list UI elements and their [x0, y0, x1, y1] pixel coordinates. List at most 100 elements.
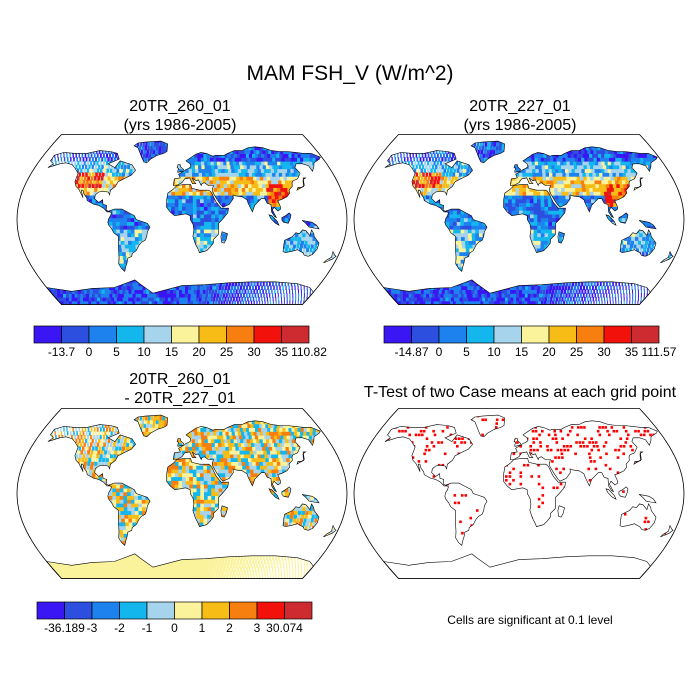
field-cell [257, 145, 263, 151]
field-cell [221, 296, 224, 302]
field-cell [236, 179, 242, 185]
field-cell [301, 236, 306, 241]
field-cell [190, 296, 194, 302]
field-cell [202, 289, 206, 294]
field-cell [104, 187, 109, 192]
field-cell [157, 141, 160, 143]
field-cell [264, 194, 269, 200]
field-cell [146, 289, 151, 294]
field-cell [115, 285, 121, 290]
field-cell [170, 293, 175, 298]
field-cell [96, 168, 100, 173]
field-cell [86, 160, 89, 166]
field-cell [309, 228, 314, 234]
panel-title-case1-line2: (yrs 1986-2005) [123, 117, 237, 134]
field-cell [308, 236, 313, 241]
field-cell [310, 225, 315, 230]
field-cell [281, 157, 288, 162]
field-cell [274, 179, 280, 185]
field-cell [153, 145, 156, 151]
field-cell [194, 285, 198, 290]
field-cell [222, 281, 226, 287]
field-cell [178, 172, 183, 177]
field-cell [270, 176, 276, 181]
field-cell [102, 183, 106, 188]
field-cell [75, 164, 78, 170]
field-cell [130, 228, 136, 234]
field-cell [285, 172, 291, 177]
field-cell [306, 289, 308, 294]
field-cell [419, 179, 423, 185]
field-cell [249, 194, 255, 200]
field-cell [232, 172, 237, 177]
field-cell [297, 300, 299, 305]
field-cell [283, 300, 285, 305]
field-cell [185, 285, 189, 290]
field-cell [144, 157, 148, 162]
field-cell [206, 153, 211, 158]
field-cell [193, 293, 197, 298]
field-cell [80, 187, 84, 192]
field-cell [417, 160, 420, 166]
panel-title-diff-line1: 20TR_260_01 [129, 371, 231, 388]
field-cell [176, 293, 180, 298]
field-cell [265, 164, 272, 170]
field-cell [200, 198, 205, 204]
field-cell [257, 179, 263, 185]
panel-title-case2-line2: (yrs 1986-2005) [463, 117, 577, 134]
field-cell [121, 247, 127, 253]
field-cell [282, 285, 284, 290]
field-cell [433, 160, 436, 166]
field-cell [259, 281, 262, 287]
field-cell [300, 289, 302, 294]
field-cell [114, 296, 120, 302]
field-cell [395, 160, 397, 166]
field-cell [196, 213, 201, 219]
field-cell [268, 289, 270, 294]
field-cell [109, 293, 115, 298]
field-cell [140, 149, 144, 154]
field-cell [178, 183, 183, 188]
field-cell [193, 210, 198, 215]
field-cell [247, 179, 253, 185]
field-cell [277, 168, 283, 173]
field-cell [174, 202, 179, 207]
field-cell [112, 153, 115, 158]
field-cell [93, 191, 97, 196]
coastline-africa [166, 184, 229, 253]
field-cell [258, 153, 264, 158]
field-cell [258, 285, 260, 290]
field-cell [110, 289, 116, 294]
field-cell [255, 296, 257, 302]
field-cell [283, 176, 289, 181]
field-cell [54, 153, 56, 158]
field-cell [205, 176, 211, 181]
field-cell [210, 157, 215, 162]
field-cell [264, 179, 270, 185]
field-cell [97, 296, 103, 302]
field-cell [158, 149, 162, 154]
field-cell [245, 145, 251, 151]
field-cell [264, 160, 270, 166]
field-cell [201, 300, 204, 305]
field-cell [215, 172, 220, 177]
field-cell [253, 300, 255, 305]
field-cell [160, 141, 163, 143]
field-cell [242, 153, 248, 158]
field-cell [242, 300, 245, 305]
field-cell [140, 289, 145, 294]
field-cell [198, 164, 203, 170]
field-cell [83, 187, 87, 192]
field-cell [277, 293, 279, 298]
field-cell [247, 149, 253, 154]
field-cell [220, 187, 226, 192]
field-cell [272, 172, 278, 177]
field-cell [218, 168, 223, 173]
field-cell [281, 179, 287, 185]
field-cell [144, 145, 147, 151]
field-cell [235, 191, 240, 196]
field-cell [105, 172, 109, 177]
field-cell [237, 300, 239, 305]
field-cell [217, 300, 221, 305]
field-cell [200, 202, 205, 207]
